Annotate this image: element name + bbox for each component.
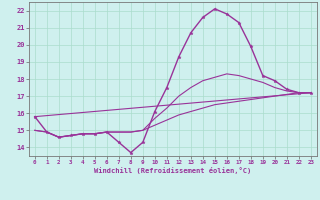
X-axis label: Windchill (Refroidissement éolien,°C): Windchill (Refroidissement éolien,°C) [94,167,252,174]
